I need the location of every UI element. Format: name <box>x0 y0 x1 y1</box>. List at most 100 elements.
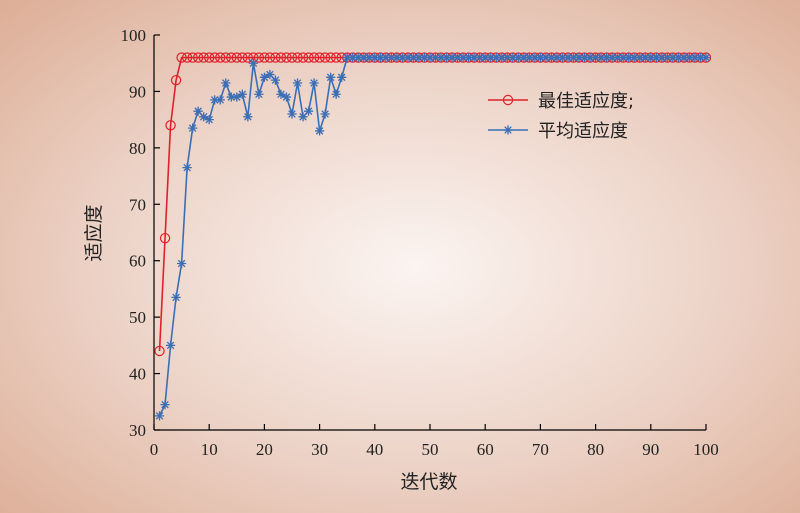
best-fitness-point <box>242 52 254 63</box>
average-fitness-point <box>602 52 612 63</box>
average-fitness-series <box>154 52 711 421</box>
average-fitness-point <box>425 52 435 63</box>
average-fitness-point <box>298 112 308 122</box>
average-fitness-point <box>464 52 474 63</box>
best-fitness-point <box>192 52 204 63</box>
best-fitness-point <box>286 52 298 63</box>
average-fitness-point <box>513 52 523 63</box>
x-tick-label: 30 <box>311 440 328 459</box>
average-fitness-point <box>315 126 325 136</box>
average-fitness-point <box>613 52 623 63</box>
average-fitness-point <box>375 52 385 63</box>
x-tick-label: 60 <box>477 440 494 459</box>
average-fitness-point <box>364 52 374 63</box>
best-fitness-point <box>319 52 331 63</box>
legend-label-average-fitness: 平均适应度 <box>538 121 628 142</box>
y-axis-title: 适应度 <box>83 204 105 261</box>
average-fitness-point <box>629 52 639 63</box>
average-fitness-point <box>392 52 402 63</box>
average-fitness-point <box>331 89 341 99</box>
average-fitness-point <box>519 52 529 63</box>
y-tick-label: 90 <box>129 82 146 101</box>
best-fitness-point <box>187 52 198 63</box>
legend: 最佳适应度; 平均适应度 <box>488 91 634 142</box>
average-fitness-point <box>657 52 667 63</box>
average-fitness-point <box>386 52 396 63</box>
average-fitness-point <box>618 52 628 63</box>
average-fitness-point <box>684 52 695 63</box>
average-fitness-point <box>188 123 198 133</box>
average-fitness-point <box>480 52 490 63</box>
average-fitness-point <box>419 52 430 63</box>
legend-label-best-fitness: 最佳适应度; <box>538 91 634 112</box>
average-fitness-point <box>326 72 336 82</box>
average-fitness-point <box>193 106 203 116</box>
average-fitness-point <box>171 292 181 302</box>
legend-marker-average-fitness <box>503 125 513 135</box>
average-fitness-point <box>226 92 236 102</box>
average-fitness-point <box>414 52 424 63</box>
average-fitness-point <box>502 52 512 63</box>
average-fitness-point <box>353 52 363 63</box>
x-tick-label: 20 <box>256 440 273 459</box>
average-fitness-point <box>447 52 457 63</box>
x-tick-label: 10 <box>201 440 218 459</box>
best-fitness-point <box>226 52 237 63</box>
average-fitness-point <box>303 106 314 116</box>
average-fitness-point <box>381 52 391 63</box>
y-tick-label: 100 <box>121 26 147 45</box>
average-fitness-point <box>535 52 545 63</box>
best-fitness-point <box>292 52 303 63</box>
average-fitness-point <box>651 52 661 63</box>
x-tick-label: 100 <box>693 440 719 459</box>
best-fitness-point <box>170 74 182 86</box>
best-fitness-point <box>308 52 320 63</box>
best-fitness-point <box>330 52 342 63</box>
average-fitness-point <box>635 52 645 63</box>
average-fitness-point <box>530 52 540 63</box>
average-fitness-point <box>453 52 463 63</box>
average-fitness-point <box>430 52 441 63</box>
average-fitness-point <box>403 52 413 63</box>
average-fitness-point <box>552 52 562 63</box>
best-fitness-point <box>237 52 248 63</box>
best-fitness-point <box>215 52 226 63</box>
x-tick-label: 40 <box>366 440 383 459</box>
average-fitness-point <box>701 52 711 63</box>
y-tick-label: 70 <box>129 195 146 214</box>
average-fitness-point <box>232 92 242 102</box>
best-fitness-point <box>198 52 209 63</box>
average-fitness-point <box>177 258 187 269</box>
average-fitness-point <box>276 89 286 99</box>
average-fitness-point <box>508 52 518 63</box>
average-fitness-point <box>348 52 358 63</box>
average-fitness-point <box>574 52 584 63</box>
best-fitness-point <box>209 52 220 63</box>
legend-marker-best-fitness <box>502 94 514 106</box>
average-fitness-point <box>607 52 617 63</box>
best-fitness-point <box>203 52 215 63</box>
average-fitness-point <box>254 89 264 99</box>
average-fitness-point <box>210 95 220 105</box>
best-fitness-point <box>159 232 171 244</box>
average-fitness-point <box>337 72 347 82</box>
average-fitness-point <box>624 52 634 63</box>
average-fitness-point <box>221 78 231 88</box>
average-fitness-point <box>265 69 275 80</box>
average-fitness-point <box>695 52 706 63</box>
x-tick-label: 50 <box>422 440 439 459</box>
x-tick-label: 70 <box>532 440 549 459</box>
x-tick-label: 80 <box>587 440 604 459</box>
best-fitness-point <box>253 52 265 63</box>
best-fitness-point <box>297 52 309 63</box>
average-fitness-point <box>359 52 369 63</box>
best-fitness-point <box>165 120 176 131</box>
x-tick-label: 90 <box>642 440 659 459</box>
average-fitness-point <box>497 52 507 63</box>
average-fitness-point <box>469 52 479 63</box>
best-fitness-point <box>264 52 276 63</box>
y-tick-label: 50 <box>129 308 146 327</box>
average-fitness-point <box>270 75 281 85</box>
